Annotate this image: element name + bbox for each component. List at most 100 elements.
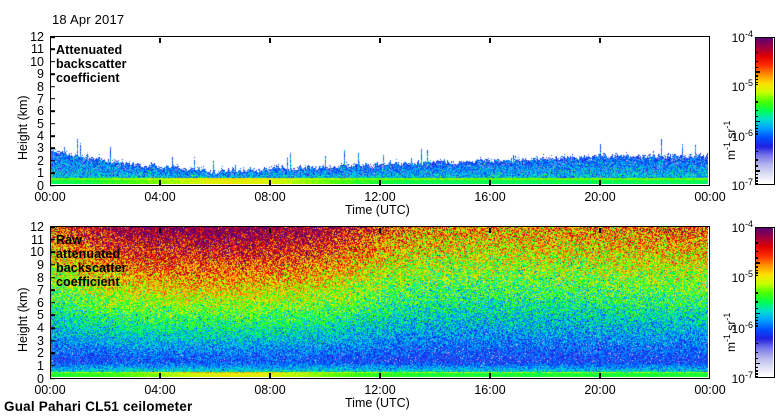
y-tick-label: 9: [37, 257, 44, 272]
y-tick-mark: [50, 352, 55, 355]
panel-title-attenuated: Attenuated backscatter coefficient: [56, 43, 127, 85]
colorbar-minor-tick: [755, 242, 758, 244]
x-tick-label: 20:00: [584, 189, 616, 204]
x-axis-title-top: Time (UTC): [345, 203, 410, 217]
x-tick-mark-bottom: [599, 372, 601, 379]
y-tick-mark: [50, 36, 55, 38]
y-tick-label: 3: [37, 141, 44, 156]
colorbar-tick-label: 10-6: [731, 127, 753, 144]
x-tick-label: 00:00: [694, 189, 726, 204]
colorbar-minor-tick: [755, 60, 758, 62]
colorbar-minor-tick: [755, 78, 758, 81]
y-tick-mark: [50, 339, 55, 342]
colorbar-tick-label: 10-7: [731, 177, 753, 193]
x-axis-title-bot: Time (UTC): [345, 396, 410, 410]
y-tick-label: 5: [37, 116, 44, 131]
colorbar-minor-tick: [755, 170, 760, 172]
x-tick-mark-top: [379, 38, 381, 43]
colorbar-minor-tick: [755, 262, 760, 264]
colorbar-minor-tick: [755, 128, 758, 130]
colorbar-minor-tick: [755, 174, 758, 176]
y-tick-mark: [50, 85, 55, 88]
y-tick-mark: [50, 172, 55, 174]
heatmap-attenuated: [51, 37, 708, 184]
colorbar-minor-tick: [755, 71, 760, 73]
colorbar-minor-tick: [755, 133, 758, 135]
x-tick-mark-top: [599, 228, 601, 233]
colorbar-minor-tick: [755, 266, 758, 268]
y-tick-mark: [50, 301, 55, 304]
y-tick-mark: [50, 226, 55, 228]
x-tick-mark-bottom: [379, 179, 381, 186]
x-tick-label: 00:00: [34, 382, 66, 397]
y-tick-mark: [50, 110, 55, 113]
x-tick-mark-bottom: [599, 179, 601, 186]
colorbar-unit-bot: m-1 sr-1: [722, 312, 738, 352]
colorbar-tick-label: 10-4: [731, 219, 753, 235]
colorbar-minor-tick: [755, 84, 758, 86]
x-tick-label: 12:00: [364, 382, 396, 397]
y-tick-mark: [50, 276, 55, 279]
colorbar-tick-label: 10-7: [731, 370, 753, 386]
x-tick-mark-bottom: [159, 179, 161, 186]
x-tick-label: 20:00: [584, 382, 616, 397]
colorbar-minor-tick: [755, 75, 758, 77]
x-tick-label: 12:00: [364, 189, 396, 204]
colorbar-minor-tick: [755, 312, 760, 314]
colorbar-minor-tick: [755, 177, 758, 179]
colorbar-minor-tick: [755, 159, 758, 161]
x-tick-mark-top: [379, 228, 381, 233]
colorbar-minor-tick: [755, 366, 758, 369]
y-tick-mark: [50, 147, 55, 150]
y-tick-label: 7: [37, 283, 44, 298]
colorbar-minor-tick: [755, 307, 758, 310]
colorbar-minor-tick: [755, 120, 760, 123]
colorbar-minor-tick: [755, 272, 758, 274]
x-tick-label: 08:00: [254, 382, 286, 397]
y-tick-label: 10: [30, 54, 44, 69]
x-tick-mark-bottom: [269, 372, 271, 379]
y-tick-mark: [50, 184, 55, 187]
x-tick-mark-bottom: [489, 372, 491, 379]
x-tick-mark-top: [159, 228, 161, 233]
colorbar-gradient-top: [755, 37, 775, 185]
y-tick-label: 5: [37, 308, 44, 323]
colorbar-minor-tick: [755, 180, 758, 182]
y-tick-label: 3: [37, 333, 44, 348]
y-tick-label: 6: [37, 295, 44, 310]
y-tick-mark: [50, 238, 55, 241]
y-tick-label: 12: [30, 30, 44, 44]
colorbar-minor-tick: [755, 51, 758, 54]
colorbar-minor-tick: [755, 301, 758, 303]
colorbar-minor-tick: [755, 370, 758, 372]
x-tick-mark-top: [489, 228, 491, 233]
colorbar-canvas-top: [756, 38, 773, 183]
y-tick-label: 11: [31, 42, 44, 57]
y-tick-mark: [50, 122, 55, 125]
y-tick-mark: [50, 48, 55, 51]
y-tick-mark: [50, 135, 55, 137]
y-tick-mark: [50, 98, 55, 100]
y-tick-label: 0: [37, 371, 44, 386]
y-tick-mark: [50, 251, 55, 254]
y-tick-mark: [50, 365, 55, 367]
colorbar-minor-tick: [755, 251, 758, 253]
heatmap-raw: [51, 227, 708, 377]
y-tick-mark: [50, 289, 55, 291]
x-tick-label: 16:00: [474, 382, 506, 397]
colorbar-tick-label: 10-5: [731, 78, 753, 95]
colorbar-minor-tick: [755, 292, 758, 294]
plot-area-raw: [50, 226, 710, 379]
colorbar-minor-tick: [755, 362, 760, 365]
colorbar-minor-tick: [755, 130, 758, 133]
y-tick-label: 2: [37, 346, 44, 361]
x-tick-mark-bottom: [159, 372, 161, 379]
colorbar-minor-tick: [755, 325, 758, 327]
panel-title-raw: Raw attenuated backscatter coefficient: [56, 233, 127, 289]
colorbar-minor-tick: [755, 150, 758, 152]
y-tick-label: 2: [37, 153, 44, 168]
y-tick-label: 12: [30, 220, 44, 234]
y-tick-label: 8: [37, 270, 44, 285]
colorbar-canvas-bot: [756, 228, 773, 376]
